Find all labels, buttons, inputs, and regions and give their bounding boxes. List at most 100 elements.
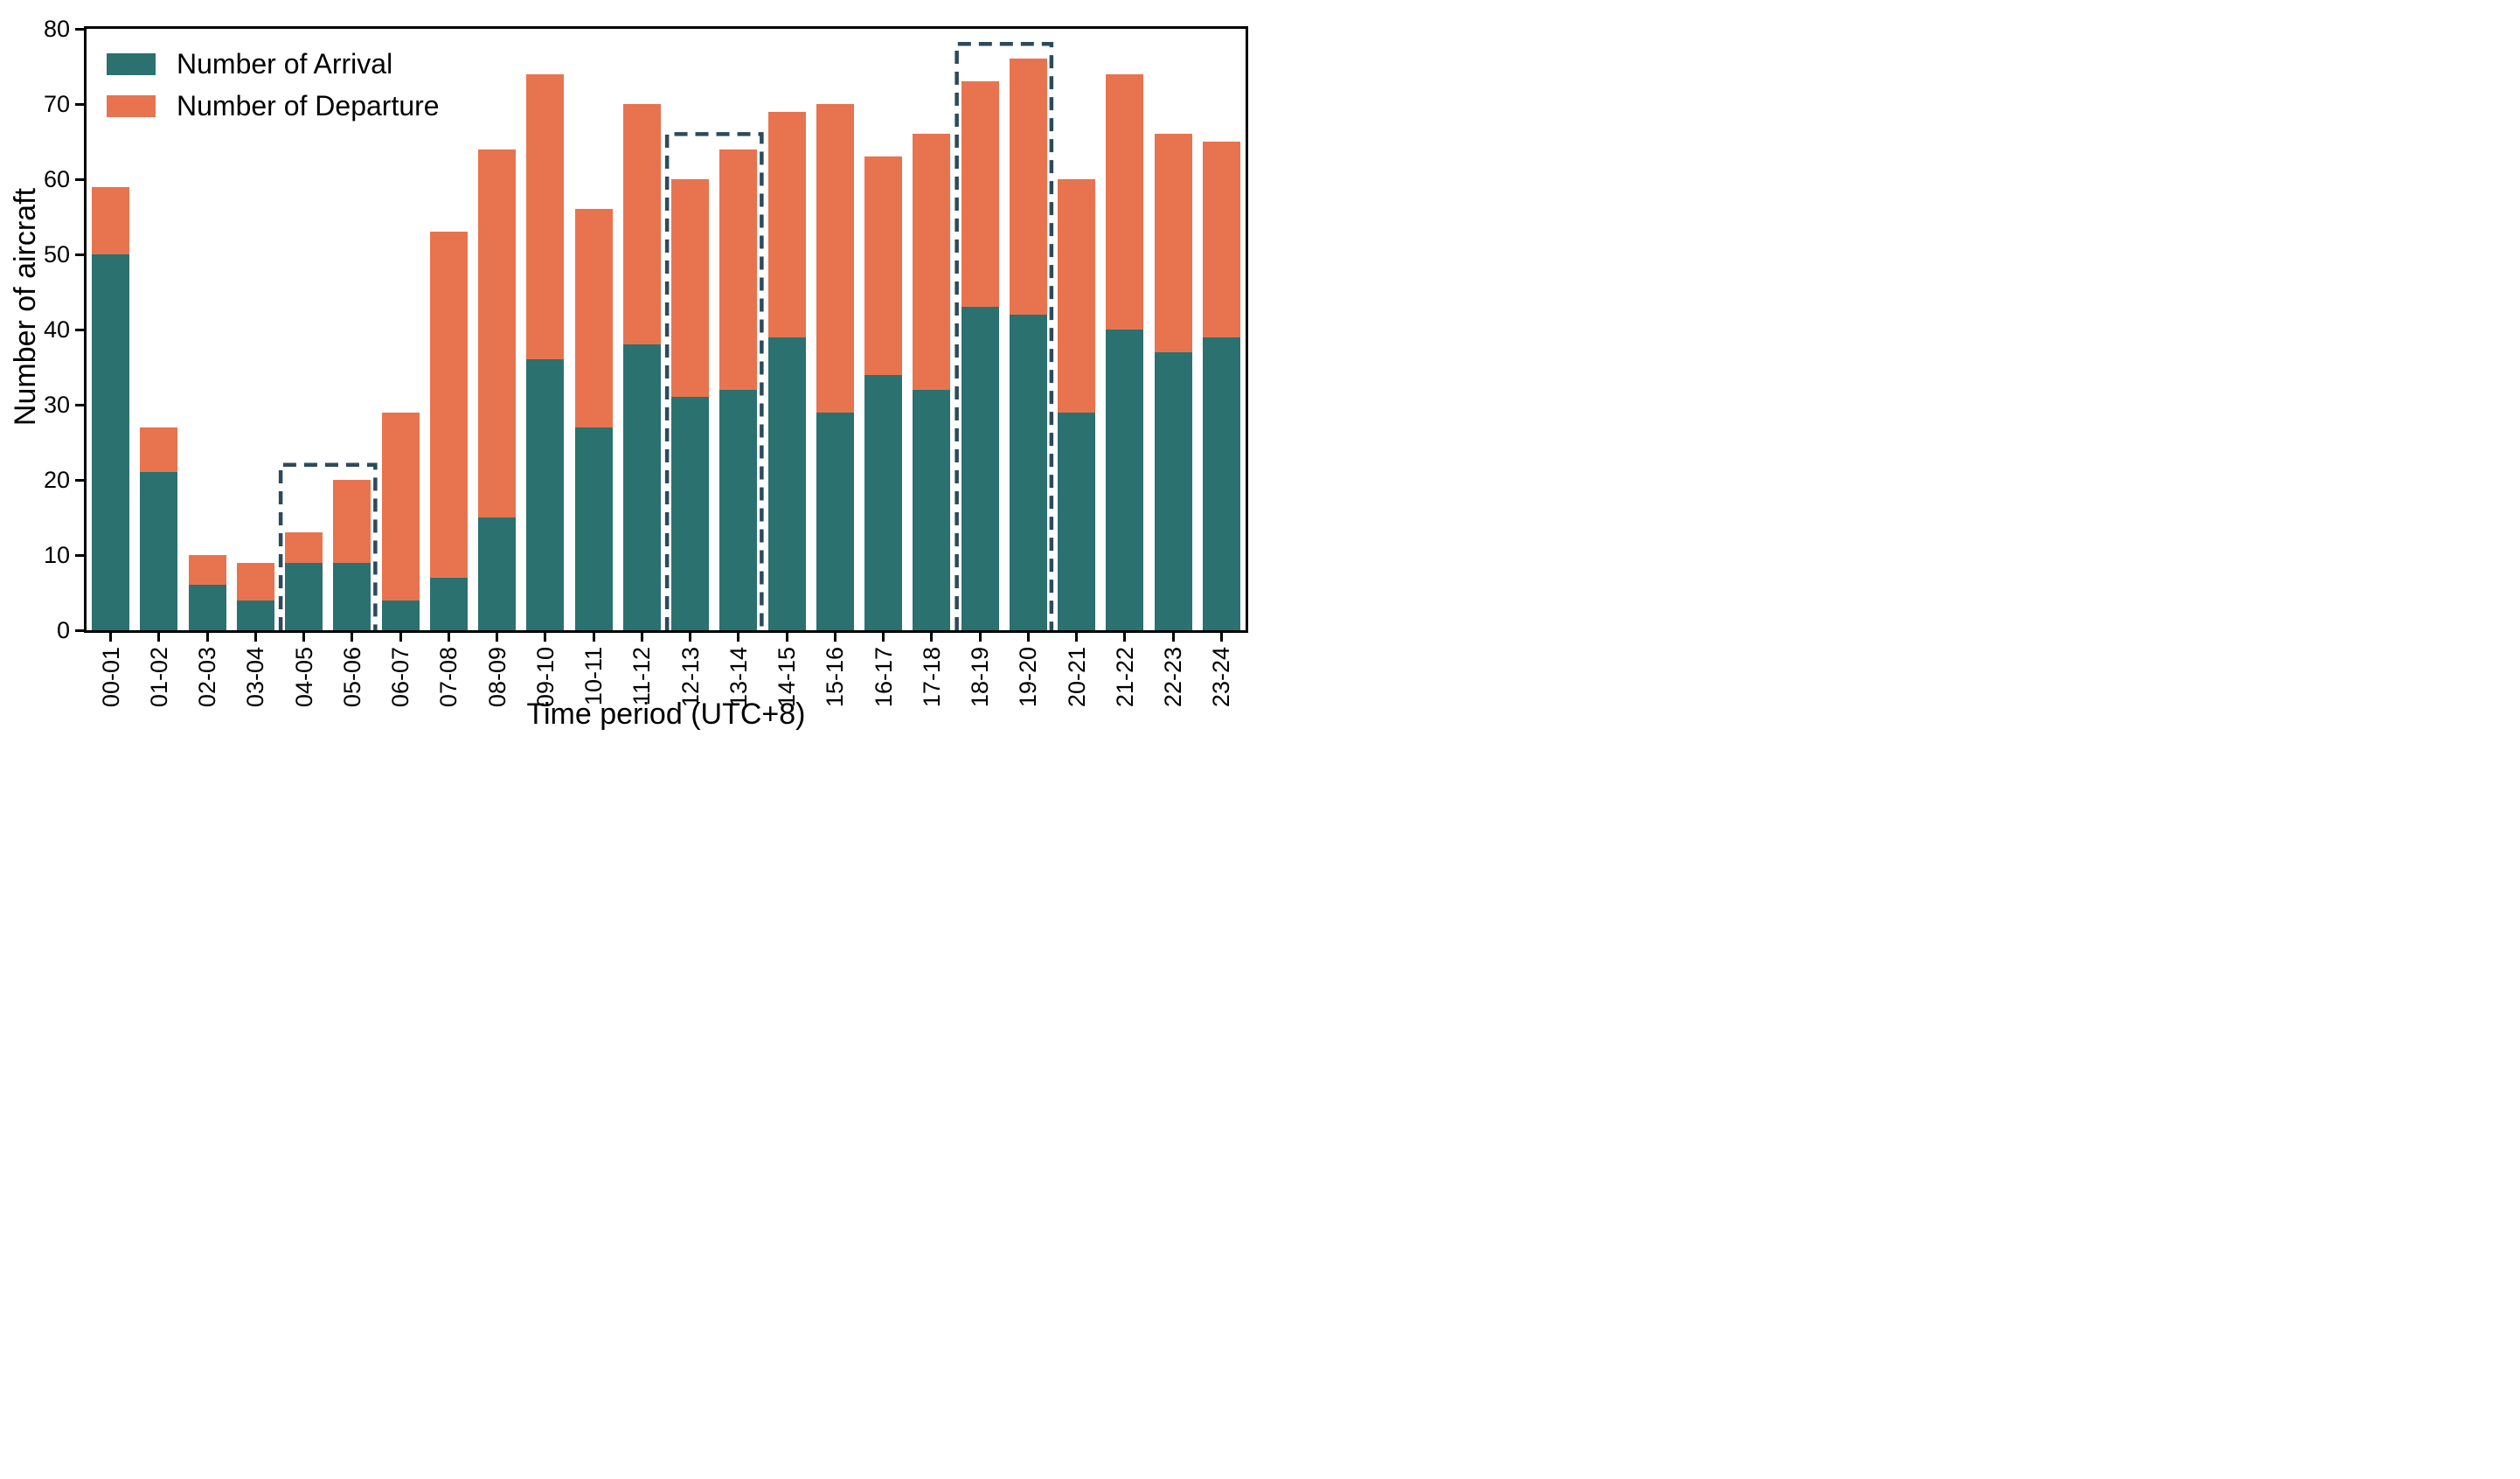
arrival-segment xyxy=(381,600,420,630)
x-tick xyxy=(253,633,257,642)
departure-segment xyxy=(92,186,130,254)
departure-segment xyxy=(236,562,274,601)
stacked-bar-02-03 xyxy=(188,555,226,630)
y-tick xyxy=(75,177,84,181)
x-tick xyxy=(833,633,837,642)
arrival-segment xyxy=(767,337,806,630)
stacked-bar-00-01 xyxy=(92,186,130,630)
arrival-segment xyxy=(429,577,468,630)
departure-segment xyxy=(574,209,613,427)
arrival-segment xyxy=(478,517,517,630)
x-tick-label: 11-12 xyxy=(628,647,656,706)
y-tick-label: 0 xyxy=(56,617,70,643)
x-tick xyxy=(496,633,499,642)
arrival-segment xyxy=(140,472,178,630)
stacked-bar-18-19 xyxy=(961,81,999,630)
arrival-segment xyxy=(864,374,903,630)
stacked-bar-14-15 xyxy=(767,111,806,630)
arrival-segment xyxy=(913,389,951,630)
y-tick-label: 20 xyxy=(43,467,70,493)
aircraft-bar-chart: Number of aircraft Number of Arrival Num… xyxy=(0,0,1260,740)
arrival-segment xyxy=(1058,412,1096,630)
stacked-bar-07-08 xyxy=(429,232,468,630)
departure-segment xyxy=(285,532,323,563)
x-tick xyxy=(1219,633,1223,642)
y-tick xyxy=(75,253,84,256)
y-axis-title: Number of aircraft xyxy=(9,188,42,427)
x-tick xyxy=(930,633,934,642)
arrival-segment xyxy=(816,412,854,630)
stacked-bar-16-17 xyxy=(864,156,903,630)
arrival-color-swatch xyxy=(107,52,156,75)
stacked-bar-17-18 xyxy=(913,134,951,630)
stacked-bar-10-11 xyxy=(574,209,613,630)
departure-segment xyxy=(381,412,420,601)
x-tick xyxy=(592,633,595,642)
x-tick xyxy=(1026,633,1030,642)
y-tick xyxy=(75,328,84,331)
departure-segment xyxy=(1058,179,1096,413)
x-tick xyxy=(1171,633,1175,642)
arrival-segment xyxy=(622,344,661,630)
stacked-bar-22-23 xyxy=(1154,134,1192,630)
y-tick-label: 70 xyxy=(43,91,70,117)
departure-segment xyxy=(1154,134,1192,352)
departure-segment xyxy=(1106,73,1144,330)
departure-legend-label: Number of Departure xyxy=(177,90,440,122)
y-tick xyxy=(75,27,84,31)
x-tick xyxy=(1075,633,1079,642)
x-tick xyxy=(689,633,692,642)
x-tick xyxy=(205,633,209,642)
arrival-segment xyxy=(671,397,710,630)
arrival-segment xyxy=(1202,337,1240,630)
legend-item-arrival: Number of Arrival xyxy=(107,50,392,78)
arrival-segment xyxy=(1106,330,1144,630)
stacked-bar-11-12 xyxy=(622,104,661,630)
arrival-segment xyxy=(236,600,274,630)
x-tick-label: 10-11 xyxy=(580,647,607,706)
arrival-segment xyxy=(285,562,323,630)
y-tick xyxy=(75,628,84,632)
departure-segment xyxy=(140,427,178,473)
x-tick xyxy=(882,633,885,642)
arrival-legend-label: Number of Arrival xyxy=(177,48,393,80)
plot-area: Number of Arrival Number of Departure xyxy=(87,29,1246,630)
stacked-bar-06-07 xyxy=(381,412,420,630)
arrival-segment xyxy=(719,389,758,630)
arrival-segment xyxy=(961,307,999,630)
y-tick xyxy=(75,102,84,106)
departure-segment xyxy=(719,149,758,390)
arrival-segment xyxy=(574,427,613,630)
x-tick xyxy=(978,633,982,642)
x-tick xyxy=(1123,633,1127,642)
x-tick xyxy=(399,633,402,642)
legend-item-departure: Number of Departure xyxy=(107,92,440,120)
x-tick xyxy=(351,633,354,642)
x-tick xyxy=(544,633,547,642)
departure-segment xyxy=(671,179,710,398)
y-tick-label: 80 xyxy=(43,16,70,42)
arrival-segment xyxy=(1009,314,1047,630)
arrival-segment xyxy=(1154,351,1192,630)
departure-segment xyxy=(1009,59,1047,315)
x-tick xyxy=(785,633,788,642)
stacked-bar-03-04 xyxy=(236,562,274,630)
stacked-bar-05-06 xyxy=(333,480,371,630)
y-tick-label: 40 xyxy=(43,316,70,343)
x-tick xyxy=(737,633,740,642)
x-tick xyxy=(109,633,113,642)
y-tick xyxy=(75,403,84,406)
departure-segment xyxy=(478,149,517,517)
y-tick xyxy=(75,553,84,557)
departure-segment xyxy=(622,104,661,345)
departure-segment xyxy=(188,555,226,586)
stacked-bar-21-22 xyxy=(1106,73,1144,630)
arrival-segment xyxy=(333,562,371,630)
y-tick-label: 30 xyxy=(43,392,70,418)
arrival-segment xyxy=(526,359,565,630)
departure-segment xyxy=(816,104,854,413)
departure-segment xyxy=(333,480,371,563)
departure-segment xyxy=(429,232,468,578)
departure-segment xyxy=(1202,142,1240,337)
x-tick xyxy=(157,633,161,642)
